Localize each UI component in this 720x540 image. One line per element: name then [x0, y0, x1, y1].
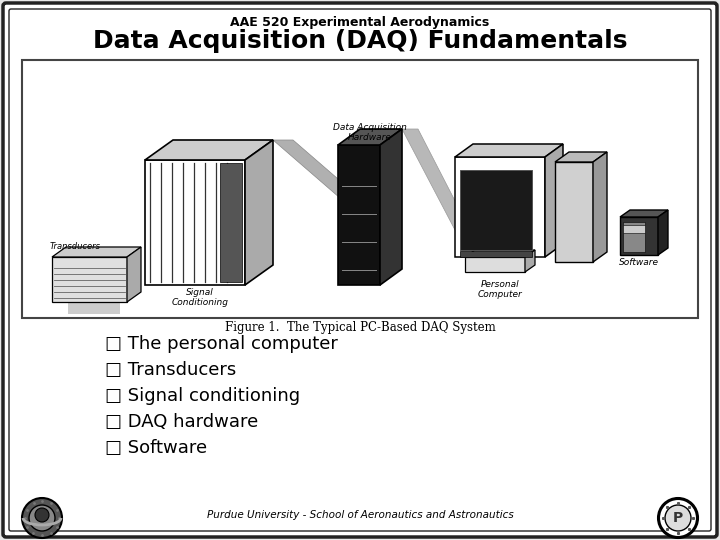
Polygon shape: [145, 140, 273, 160]
Polygon shape: [380, 129, 402, 285]
Text: Personal
Computer: Personal Computer: [477, 280, 523, 299]
Polygon shape: [402, 129, 470, 230]
Polygon shape: [455, 144, 563, 157]
Circle shape: [22, 498, 62, 538]
Polygon shape: [68, 302, 120, 314]
Polygon shape: [273, 140, 360, 198]
Text: Transducers: Transducers: [50, 242, 101, 251]
Text: AAE 520 Experimental Aerodynamics: AAE 520 Experimental Aerodynamics: [230, 16, 490, 29]
Bar: [623, 222, 645, 252]
Text: □ Transducers: □ Transducers: [105, 361, 236, 379]
Polygon shape: [127, 247, 141, 302]
FancyBboxPatch shape: [3, 3, 717, 537]
Text: □ Signal conditioning: □ Signal conditioning: [105, 387, 300, 405]
Bar: [460, 251, 532, 257]
Polygon shape: [525, 250, 535, 272]
Polygon shape: [145, 160, 245, 285]
Circle shape: [665, 505, 691, 531]
Bar: [22, 60, 698, 318]
Text: □ DAQ hardware: □ DAQ hardware: [105, 413, 258, 431]
Text: □ The personal computer: □ The personal computer: [105, 335, 338, 353]
Polygon shape: [455, 157, 545, 257]
Polygon shape: [620, 210, 668, 217]
Bar: [460, 170, 532, 250]
Text: P: P: [673, 511, 683, 525]
Polygon shape: [465, 257, 525, 272]
Bar: [623, 225, 645, 233]
Text: Data Acquisition (DAQ) Fundamentals: Data Acquisition (DAQ) Fundamentals: [93, 29, 627, 53]
Circle shape: [658, 498, 698, 538]
Polygon shape: [245, 140, 273, 285]
Polygon shape: [338, 145, 380, 285]
Polygon shape: [52, 247, 141, 257]
Polygon shape: [52, 257, 127, 302]
Text: □ Software: □ Software: [105, 439, 207, 457]
Circle shape: [35, 508, 49, 522]
Polygon shape: [658, 210, 668, 255]
Text: Purdue University - School of Aeronautics and Astronautics: Purdue University - School of Aeronautic…: [207, 510, 513, 520]
Text: Figure 1.  The Typical PC-Based DAQ System: Figure 1. The Typical PC-Based DAQ Syste…: [225, 321, 495, 334]
Polygon shape: [555, 162, 593, 262]
Text: Software: Software: [619, 258, 659, 267]
Polygon shape: [465, 250, 535, 257]
Polygon shape: [620, 217, 658, 255]
Bar: [220, 163, 242, 282]
Text: Data Acquisition
Hardware: Data Acquisition Hardware: [333, 123, 407, 143]
Circle shape: [29, 505, 55, 531]
Polygon shape: [338, 129, 402, 145]
Polygon shape: [555, 152, 607, 162]
Polygon shape: [593, 152, 607, 262]
Text: Signal
Conditioning: Signal Conditioning: [171, 288, 228, 307]
Polygon shape: [545, 144, 563, 257]
